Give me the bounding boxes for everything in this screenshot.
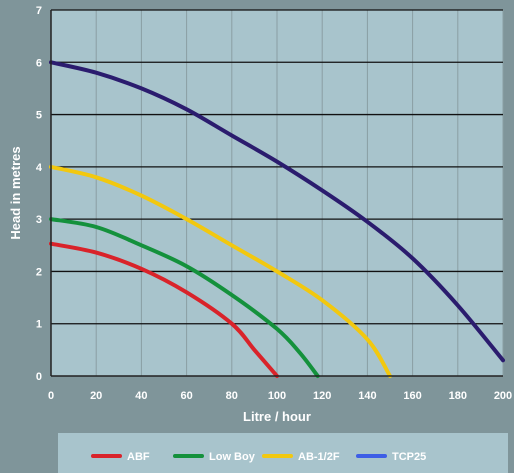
y-tick-label: 1 [36, 319, 42, 331]
x-tick-label: 80 [226, 390, 238, 402]
legend-label-abf: ABF [127, 451, 150, 463]
legend: ABF Low Boy AB-1/2F TCP25 [91, 451, 426, 463]
x-tick-label: 60 [180, 390, 192, 402]
grid-lines [51, 9, 504, 376]
series-lines [49, 60, 505, 378]
y-tick-label: 6 [36, 57, 42, 69]
x-tick-label: 20 [90, 390, 102, 402]
x-tick-label: 200 [494, 390, 512, 402]
y-tick-labels: 0 1 2 3 4 5 6 7 [36, 5, 43, 383]
legend-label-low-boy: Low Boy [209, 451, 256, 463]
y-tick-label: 4 [36, 162, 43, 174]
x-tick-labels: 0 20 40 60 80 100 120 140 160 180 200 [48, 390, 512, 402]
y-tick-label: 2 [36, 266, 42, 278]
y-axis-title: Head in metres [8, 146, 23, 239]
x-axis-title: Litre / hour [243, 409, 311, 424]
series-line-ab-1-2f [49, 164, 392, 378]
legend-label-tcp25: TCP25 [392, 451, 426, 463]
x-tick-label: 0 [48, 390, 54, 402]
legend-box [58, 433, 508, 473]
x-tick-label: 100 [268, 390, 286, 402]
y-tick-label: 5 [36, 110, 42, 122]
y-tick-label: 3 [36, 214, 42, 226]
x-tick-label: 160 [403, 390, 421, 402]
y-tick-label: 0 [36, 371, 42, 383]
series-line-abf [49, 241, 279, 378]
x-tick-label: 40 [135, 390, 147, 402]
x-tick-label: 120 [313, 390, 331, 402]
y-tick-label: 7 [36, 5, 42, 17]
legend-label-ab-1-2f: AB-1/2F [298, 451, 340, 463]
series-line-tcp25 [49, 60, 505, 363]
x-tick-label: 180 [449, 390, 467, 402]
x-tick-label: 140 [358, 390, 376, 402]
series-line-low-boy [49, 217, 320, 378]
axis-frame [50, 10, 503, 377]
